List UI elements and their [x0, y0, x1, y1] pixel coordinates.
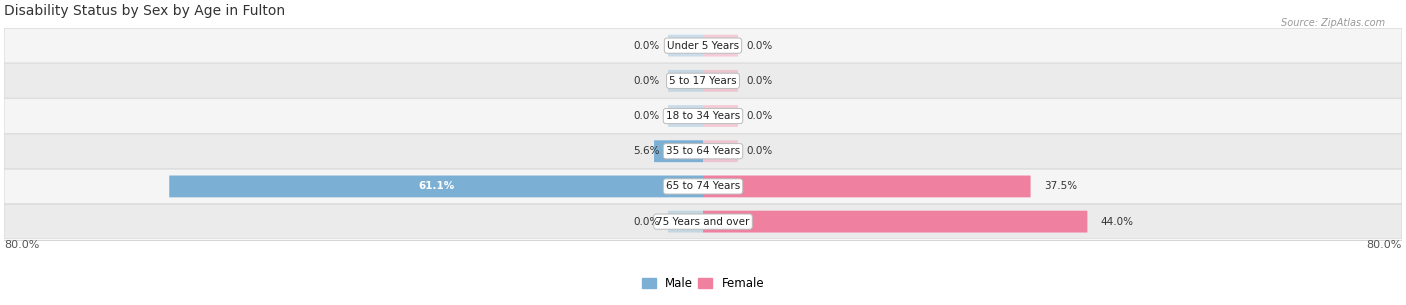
FancyBboxPatch shape — [668, 211, 703, 232]
Text: 80.0%: 80.0% — [1367, 240, 1402, 250]
FancyBboxPatch shape — [169, 175, 703, 197]
FancyBboxPatch shape — [4, 169, 1402, 204]
Text: 0.0%: 0.0% — [747, 41, 773, 51]
Text: 0.0%: 0.0% — [747, 76, 773, 86]
Text: 0.0%: 0.0% — [747, 111, 773, 121]
FancyBboxPatch shape — [703, 175, 1031, 197]
Text: 0.0%: 0.0% — [633, 41, 659, 51]
FancyBboxPatch shape — [703, 105, 738, 127]
FancyBboxPatch shape — [668, 35, 703, 56]
Text: 44.0%: 44.0% — [1101, 217, 1133, 227]
Text: Disability Status by Sex by Age in Fulton: Disability Status by Sex by Age in Fulto… — [4, 4, 285, 18]
FancyBboxPatch shape — [654, 140, 703, 162]
FancyBboxPatch shape — [4, 204, 1402, 239]
Text: 18 to 34 Years: 18 to 34 Years — [666, 111, 740, 121]
Text: 0.0%: 0.0% — [633, 217, 659, 227]
FancyBboxPatch shape — [668, 70, 703, 92]
Text: 0.0%: 0.0% — [633, 76, 659, 86]
FancyBboxPatch shape — [4, 134, 1402, 168]
FancyBboxPatch shape — [4, 99, 1402, 133]
FancyBboxPatch shape — [4, 63, 1402, 98]
Text: 0.0%: 0.0% — [747, 146, 773, 156]
FancyBboxPatch shape — [703, 70, 738, 92]
Text: Source: ZipAtlas.com: Source: ZipAtlas.com — [1281, 18, 1385, 28]
Text: 80.0%: 80.0% — [4, 240, 39, 250]
FancyBboxPatch shape — [703, 35, 738, 56]
Legend: Male, Female: Male, Female — [637, 273, 769, 295]
FancyBboxPatch shape — [703, 140, 738, 162]
Text: 37.5%: 37.5% — [1043, 181, 1077, 192]
Text: 5.6%: 5.6% — [633, 146, 659, 156]
Text: 0.0%: 0.0% — [633, 111, 659, 121]
Text: 61.1%: 61.1% — [418, 181, 454, 192]
Text: 5 to 17 Years: 5 to 17 Years — [669, 76, 737, 86]
Text: 75 Years and over: 75 Years and over — [657, 217, 749, 227]
Text: 65 to 74 Years: 65 to 74 Years — [666, 181, 740, 192]
FancyBboxPatch shape — [703, 211, 1087, 232]
FancyBboxPatch shape — [668, 105, 703, 127]
Text: 35 to 64 Years: 35 to 64 Years — [666, 146, 740, 156]
Text: Under 5 Years: Under 5 Years — [666, 41, 740, 51]
FancyBboxPatch shape — [4, 28, 1402, 63]
